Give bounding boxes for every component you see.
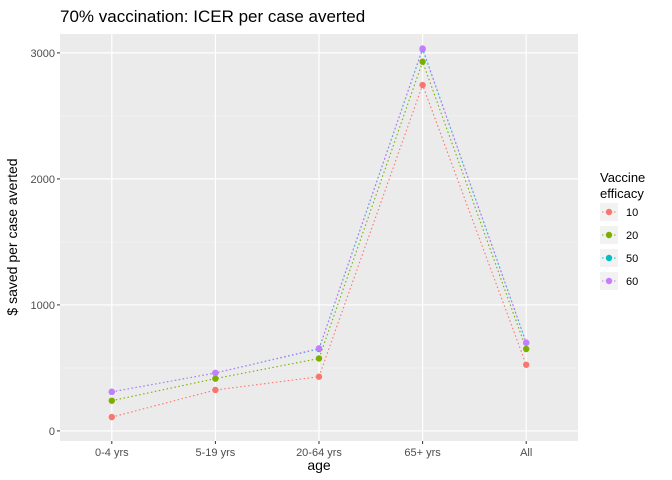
legend-key-point	[605, 277, 613, 285]
chart-title: 70% vaccination: ICER per case averted	[60, 7, 365, 26]
legend-label: 50	[626, 253, 638, 265]
data-point-20	[523, 345, 530, 353]
legend-label: 10	[626, 207, 638, 219]
y-axis: 0 1000 2000 3000	[31, 48, 60, 438]
data-point-10	[315, 373, 323, 380]
data-point-60	[108, 388, 116, 396]
data-point-10	[212, 386, 219, 394]
legend-title: efficacy	[600, 186, 644, 201]
legend-label: 20	[626, 230, 638, 242]
data-point-60	[315, 345, 323, 352]
data-point-60	[212, 369, 219, 377]
series-points	[108, 45, 530, 421]
legend-key-point	[605, 231, 613, 239]
data-point-20	[419, 58, 426, 65]
data-point-20	[212, 375, 219, 382]
series-line-10	[111, 83, 527, 418]
x-tick-label: 5-19 yrs	[196, 447, 236, 459]
data-point-60	[523, 339, 530, 346]
legend-label: 60	[626, 276, 638, 288]
data-point-10	[108, 413, 116, 421]
y-tick-label: 2000	[31, 174, 55, 186]
data-point-20	[108, 397, 116, 404]
legend-title: Vaccine	[600, 170, 645, 185]
x-tick-label: 20-64 yrs	[296, 447, 342, 459]
legend-key-point	[605, 208, 613, 216]
data-point-10	[523, 361, 530, 368]
y-tick-label: 0	[49, 426, 55, 438]
x-tick-label: 0-4 yrs	[95, 447, 129, 459]
x-tick-label: All	[520, 447, 532, 459]
legend-key-point	[605, 254, 613, 262]
series-line-60	[111, 46, 527, 393]
x-tick-label: 65+ yrs	[404, 447, 441, 459]
major-gridlines	[60, 34, 578, 441]
x-axis: 0-4 yrs 5-19 yrs 20-64 yrs 65+ yrs All	[95, 441, 532, 459]
data-point-20	[315, 355, 323, 362]
y-axis-title: $ saved per case averted	[4, 158, 20, 315]
x-axis-title: age	[307, 457, 331, 473]
series-lines	[111, 46, 527, 418]
data-point-60	[419, 45, 426, 52]
data-point-10	[419, 81, 426, 89]
y-tick-label: 3000	[31, 48, 55, 60]
y-tick-label: 1000	[31, 300, 55, 312]
